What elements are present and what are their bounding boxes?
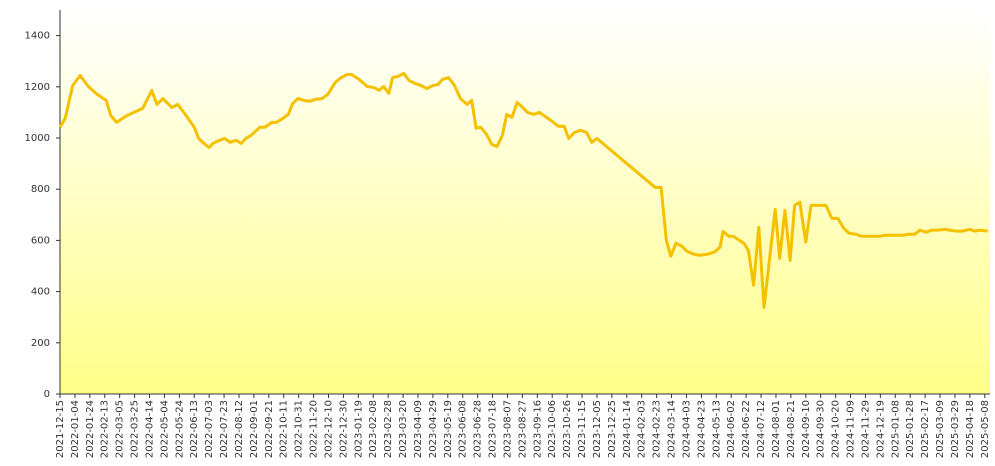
x-tick-label: 2023-12-05 — [592, 400, 603, 458]
y-tick-label: 800 — [31, 184, 50, 195]
plot-background — [60, 10, 990, 394]
x-tick-label: 2022-06-13 — [189, 400, 200, 458]
x-tick-label: 2024-08-01 — [771, 400, 782, 458]
x-tick-label: 2022-09-01 — [249, 400, 260, 458]
x-tick-label: 2024-07-12 — [756, 400, 767, 458]
x-tick-label: 2024-02-03 — [637, 400, 648, 458]
y-tick-label: 1200 — [25, 82, 50, 93]
x-tick-label: 2024-10-20 — [831, 400, 842, 458]
x-tick-label: 2023-05-19 — [443, 400, 454, 458]
x-tick-label: 2025-01-28 — [905, 400, 916, 458]
x-tick-label: 2023-04-29 — [428, 400, 439, 458]
x-tick-label: 2024-05-13 — [711, 400, 722, 458]
x-tick-label: 2024-06-02 — [726, 400, 737, 458]
x-tick-label: 2025-04-18 — [965, 400, 976, 458]
x-tick-label: 2023-01-19 — [353, 400, 364, 458]
y-tick-label: 1000 — [25, 133, 50, 144]
x-tick-label: 2022-10-11 — [279, 400, 290, 458]
x-tick-label: 2023-10-06 — [547, 400, 558, 458]
x-tick-label: 2024-01-14 — [622, 400, 633, 458]
x-tick-label: 2024-09-10 — [801, 400, 812, 458]
x-tick-label: 2021-12-15 — [55, 400, 66, 458]
x-tick-label: 2025-05-08 — [980, 400, 991, 458]
line — [58, 71, 988, 309]
x-tick-label: 2025-03-09 — [935, 400, 946, 458]
x-tick-label: 2022-02-13 — [100, 400, 111, 458]
x-tick-label: 2024-09-30 — [816, 400, 827, 458]
y-tick-label: 200 — [31, 338, 50, 349]
x-tick-label: 2022-01-04 — [70, 400, 81, 458]
x-tick-label: 2024-04-23 — [696, 400, 707, 458]
x-tick-label: 2022-05-24 — [174, 400, 185, 458]
x-tick-label: 2023-09-16 — [532, 400, 543, 458]
x-tick-label: 2022-09-21 — [264, 400, 275, 458]
x-tick-label: 2024-03-14 — [667, 400, 678, 458]
x-tick-label: 2022-03-25 — [130, 400, 141, 458]
x-tick-label: 2023-06-08 — [458, 400, 469, 458]
x-tick-label: 2024-11-29 — [860, 400, 871, 458]
x-tick-label: 2022-12-30 — [338, 400, 349, 458]
x-tick-label: 2024-11-09 — [846, 400, 857, 458]
x-tick-label: 2024-04-03 — [681, 400, 692, 458]
x-tick-label: 2023-02-08 — [368, 400, 379, 458]
x-tick-label: 2022-07-23 — [219, 400, 230, 458]
x-tick-label: 2022-04-14 — [144, 400, 155, 458]
y-tick-label: 400 — [31, 287, 50, 298]
x-tick-label: 2022-07-03 — [204, 400, 215, 458]
x-tick-label: 2022-01-24 — [85, 400, 96, 458]
y-tick-label: 600 — [31, 235, 50, 246]
x-tick-label: 2023-08-07 — [502, 400, 513, 458]
x-tick-label: 2022-10-31 — [294, 400, 305, 458]
x-tick-label: 2022-12-10 — [323, 400, 334, 458]
x-tick-label: 2022-03-05 — [115, 400, 126, 458]
x-tick-label: 2023-04-09 — [413, 400, 424, 458]
x-tick-label: 2024-06-22 — [741, 400, 752, 458]
x-tick-label: 2023-03-20 — [398, 400, 409, 458]
x-tick-label: 2023-10-26 — [562, 400, 573, 458]
x-tick-label: 2023-08-27 — [517, 400, 528, 458]
x-tick-label: 2023-12-25 — [607, 400, 618, 458]
x-tick-label: 2025-01-08 — [890, 400, 901, 458]
y-tick-label: 1400 — [25, 31, 50, 42]
x-tick-label: 2025-03-29 — [950, 400, 961, 458]
x-tick-label: 2023-06-28 — [473, 400, 484, 458]
x-tick-label: 2024-08-21 — [786, 400, 797, 458]
x-tick-label: 2024-02-23 — [652, 400, 663, 458]
x-tick-label: 2023-02-28 — [383, 400, 394, 458]
y-tick-label: 0 — [44, 389, 50, 400]
x-tick-label: 2022-08-12 — [234, 400, 245, 458]
x-tick-label: 2025-02-17 — [920, 400, 931, 458]
x-tick-label: 2023-11-15 — [577, 400, 588, 458]
x-tick-label: 2022-05-04 — [159, 400, 170, 458]
x-tick-label: 2024-12-19 — [875, 400, 886, 458]
x-tick-label: 2023-07-18 — [488, 400, 499, 458]
x-tick-label: 2022-11-20 — [309, 400, 320, 458]
